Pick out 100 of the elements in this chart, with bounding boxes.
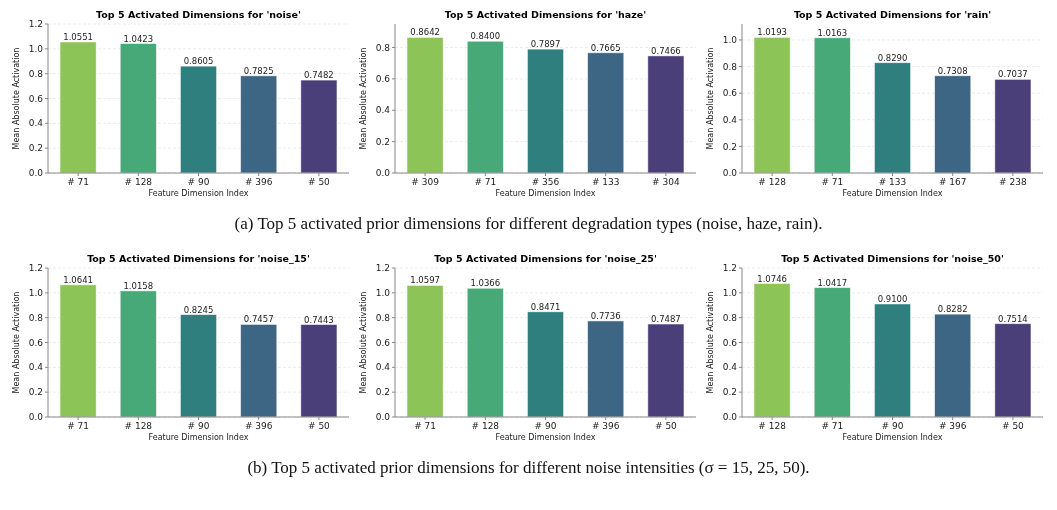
y-tick-label: 0.8 xyxy=(28,68,44,79)
bar xyxy=(300,324,338,418)
data-label: 1.0417 xyxy=(817,277,848,288)
chart-title: Top 5 Activated Dimensions for 'noise_50' xyxy=(781,253,1004,264)
x-tick-label: # 128 xyxy=(758,177,787,187)
x-tick-label: # 71 xyxy=(821,421,844,431)
y-tick-label: 0.2 xyxy=(28,387,43,398)
bar xyxy=(466,40,504,174)
x-tick-label: # 396 xyxy=(244,177,273,187)
bar xyxy=(527,311,564,418)
x-tick-label: # 396 xyxy=(938,421,967,431)
data-label: 1.0366 xyxy=(470,278,501,289)
y-tick-label: 0.0 xyxy=(375,412,391,423)
y-tick-label: 0.6 xyxy=(722,337,738,348)
x-tick-label: # 71 xyxy=(67,421,90,431)
data-label: 1.0597 xyxy=(410,275,440,286)
bar xyxy=(874,62,911,174)
y-tick-label: 1.0 xyxy=(375,287,391,298)
data-label: 0.7665 xyxy=(590,42,621,53)
x-tick-label: # 71 xyxy=(414,421,437,431)
bar xyxy=(180,314,217,418)
y-tick-label: 0.6 xyxy=(375,74,391,85)
y-tick-label: 0.4 xyxy=(28,118,44,129)
x-tick-label: # 167 xyxy=(938,177,967,187)
data-label: 0.8471 xyxy=(530,301,561,312)
y-axis-title: Mean Absolute Activation xyxy=(12,47,21,150)
data-label: 0.7466 xyxy=(651,45,681,56)
x-tick-label: # 128 xyxy=(124,421,153,431)
y-tick-label: 0.8 xyxy=(28,312,44,323)
x-tick-label: # 396 xyxy=(244,421,273,431)
x-axis-title: Feature Dimension Index xyxy=(495,189,596,198)
data-label: 0.8282 xyxy=(937,304,968,315)
x-tick-label: # 90 xyxy=(881,421,904,431)
data-label: 0.8605 xyxy=(183,56,214,67)
bar xyxy=(406,285,444,418)
x-tick-label: # 71 xyxy=(67,177,90,187)
y-tick-label: 0.6 xyxy=(722,88,738,99)
y-tick-label: 0.2 xyxy=(375,136,390,147)
y-tick-label: 0.2 xyxy=(722,387,737,398)
x-tick-label: # 128 xyxy=(758,421,787,431)
bar xyxy=(813,37,851,174)
data-label: 0.7308 xyxy=(937,65,968,76)
y-tick-label: 0.4 xyxy=(722,362,738,373)
y-tick-label: 0.0 xyxy=(28,168,44,179)
y-tick-label: 1.0 xyxy=(28,43,44,54)
x-axis-title: Feature Dimension Index xyxy=(148,433,249,442)
x-tick-label: # 304 xyxy=(652,177,680,187)
data-label: 0.7482 xyxy=(304,70,334,81)
y-axis-title: Mean Absolute Activation xyxy=(359,291,368,394)
y-tick-label: 0.2 xyxy=(722,141,737,152)
bar xyxy=(647,55,685,174)
y-tick-label: 0.4 xyxy=(375,105,391,116)
y-axis-title: Mean Absolute Activation xyxy=(12,291,21,394)
text: (a) Top 5 activated prior dimensions for different degradation types (noise, haze, rain). xyxy=(234,214,823,233)
x-tick-label: # 128 xyxy=(124,177,153,187)
y-tick-label: 1.2 xyxy=(722,263,737,274)
data-label: 0.7514 xyxy=(998,313,1028,324)
x-axis-title: Feature Dimension Index xyxy=(842,189,943,198)
data-label: 1.0423 xyxy=(123,33,154,44)
y-tick-label: 1.2 xyxy=(28,263,43,274)
x-tick-label: # 50 xyxy=(307,421,331,431)
x-axis-title: Feature Dimension Index xyxy=(148,189,249,198)
bar xyxy=(180,65,217,174)
y-tick-label: 0.0 xyxy=(28,412,44,423)
y-tick-label: 0.6 xyxy=(28,93,44,104)
data-label: 1.0193 xyxy=(757,27,787,38)
y-tick-label: 1.0 xyxy=(722,35,738,46)
y-tick-label: 0.4 xyxy=(375,362,391,373)
data-label: 0.7897 xyxy=(530,39,561,50)
y-tick-label: 0.8 xyxy=(375,312,391,323)
x-tick-label: # 238 xyxy=(999,177,1027,187)
x-tick-label: # 50 xyxy=(654,421,678,431)
x-tick-label: # 356 xyxy=(531,177,560,187)
y-axis-title: Mean Absolute Activation xyxy=(706,291,715,394)
y-axis-title: Mean Absolute Activation xyxy=(359,47,368,150)
y-tick-label: 0.6 xyxy=(28,337,44,348)
bar xyxy=(753,283,791,418)
bar xyxy=(874,303,911,418)
y-tick-label: 0.4 xyxy=(28,362,44,373)
data-label: 0.7736 xyxy=(590,310,621,321)
data-label: 0.8642 xyxy=(410,27,440,38)
data-label: 1.0158 xyxy=(123,280,154,291)
x-axis-title: Feature Dimension Index xyxy=(842,433,943,442)
x-tick-label: # 309 xyxy=(411,177,440,187)
chart-title: Top 5 Activated Dimensions for 'rain' xyxy=(793,9,992,20)
y-tick-label: 1.2 xyxy=(28,19,43,30)
data-label: 0.9100 xyxy=(877,294,908,305)
data-label: 0.8290 xyxy=(877,52,908,63)
x-tick-label: # 90 xyxy=(187,177,210,187)
bar xyxy=(994,323,1032,418)
y-tick-label: 0.2 xyxy=(375,387,390,398)
bar xyxy=(994,78,1032,174)
bar xyxy=(59,284,97,418)
bar xyxy=(300,79,338,174)
bar xyxy=(119,290,157,418)
data-label: 0.7487 xyxy=(651,314,681,325)
data-label: 0.7037 xyxy=(998,69,1028,80)
bar xyxy=(466,287,504,418)
y-tick-label: 0.4 xyxy=(722,114,738,125)
data-label: 1.0551 xyxy=(63,31,93,42)
